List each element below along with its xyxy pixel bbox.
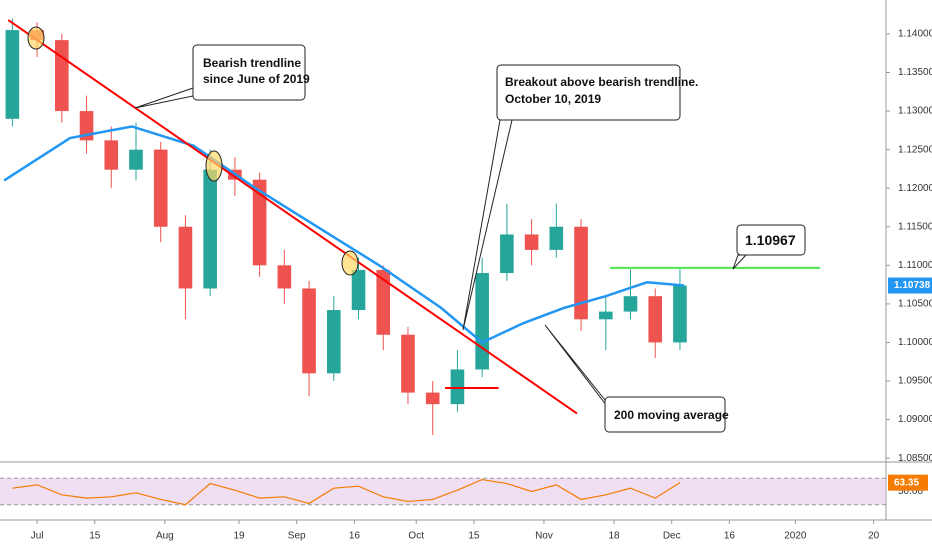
- candle-body: [203, 169, 217, 289]
- x-tick-label: Aug: [156, 531, 174, 542]
- annotation-box: [736, 224, 806, 256]
- candle-body: [500, 234, 514, 274]
- candle-body: [549, 226, 564, 250]
- annotation-text: since June of 2019: [203, 72, 310, 86]
- highlight: [205, 150, 223, 182]
- y-tick-label: 1.10500: [898, 299, 932, 310]
- trendline: [7, 19, 578, 415]
- y-tick-label: 1.12000: [898, 183, 932, 194]
- candle-body: [648, 296, 663, 343]
- x-tick-label: 2020: [784, 531, 807, 542]
- candle-body: [153, 149, 168, 227]
- y-tick-label: 1.08500: [898, 453, 932, 464]
- candle-body: [450, 369, 465, 405]
- x-tick-label: 15: [468, 531, 480, 542]
- annotation-box: [192, 44, 306, 101]
- x-tick-label: 20: [868, 531, 880, 542]
- y-tick-label: 1.14000: [898, 29, 932, 40]
- highlight: [27, 26, 45, 50]
- candle-body: [598, 311, 613, 320]
- x-tick-label: 18: [608, 531, 620, 542]
- candle-body: [326, 310, 341, 374]
- x-tick-label: Oct: [408, 531, 424, 542]
- rsi-line: [12, 478, 681, 506]
- x-tick-label: 15: [89, 531, 101, 542]
- candle-body: [302, 288, 316, 374]
- y-tick-label: 1.10000: [898, 337, 932, 348]
- last-price-box: [888, 277, 932, 294]
- moving-average: [3, 125, 685, 344]
- annotation-text: 200 moving average: [614, 408, 729, 422]
- annotation-text: October 10, 2019: [505, 92, 601, 106]
- y-tick-label: 1.09500: [898, 376, 932, 387]
- candle-body: [673, 285, 687, 343]
- candle-body: [79, 111, 94, 141]
- annotation-box: [604, 396, 726, 433]
- candle-body: [425, 392, 440, 405]
- x-tick-label: 16: [349, 531, 361, 542]
- annotation-text: Breakout above bearish trendline.: [505, 75, 698, 89]
- annotation-text: Bearish trendline: [203, 56, 301, 70]
- candle-body: [524, 234, 539, 250]
- y-tick-label: 1.11000: [898, 260, 932, 271]
- candle-body: [129, 149, 143, 170]
- candle-body: [104, 140, 119, 170]
- highlight: [341, 250, 359, 276]
- y-tick-label: 1.09000: [898, 414, 932, 425]
- y-tick-label: 1.13500: [898, 67, 932, 78]
- x-tick-label: Dec: [663, 531, 681, 542]
- plot-area: [3, 18, 821, 436]
- candle-body: [574, 226, 588, 320]
- annotation-text: 1.10967: [745, 232, 796, 248]
- last-price-label: 1.10738: [894, 280, 931, 291]
- candle-body: [178, 226, 193, 289]
- candle-body: [623, 296, 638, 312]
- x-tick-label: 16: [724, 531, 736, 542]
- candle-body: [475, 273, 489, 370]
- rsi-last-label: 63.35: [894, 477, 919, 488]
- rsi-tick-label: 50.00: [898, 486, 923, 497]
- rsi-band: [0, 478, 886, 505]
- rsi-last-box: [888, 474, 928, 491]
- candle-body: [351, 269, 366, 311]
- candle-body: [401, 334, 415, 393]
- y-tick-label: 1.13000: [898, 106, 932, 117]
- x-tick-label: 19: [233, 531, 245, 542]
- candle-body: [252, 179, 267, 266]
- x-tick-label: Jul: [31, 531, 44, 542]
- annotation-box: [496, 64, 681, 121]
- candle-body: [55, 40, 69, 112]
- candle-body: [5, 30, 20, 119]
- candle-body: [376, 269, 391, 335]
- x-tick-label: Nov: [535, 531, 553, 542]
- y-tick-label: 1.12500: [898, 144, 932, 155]
- y-tick-label: 1.11500: [898, 221, 932, 232]
- candle-body: [277, 265, 292, 289]
- x-tick-label: Sep: [288, 531, 306, 542]
